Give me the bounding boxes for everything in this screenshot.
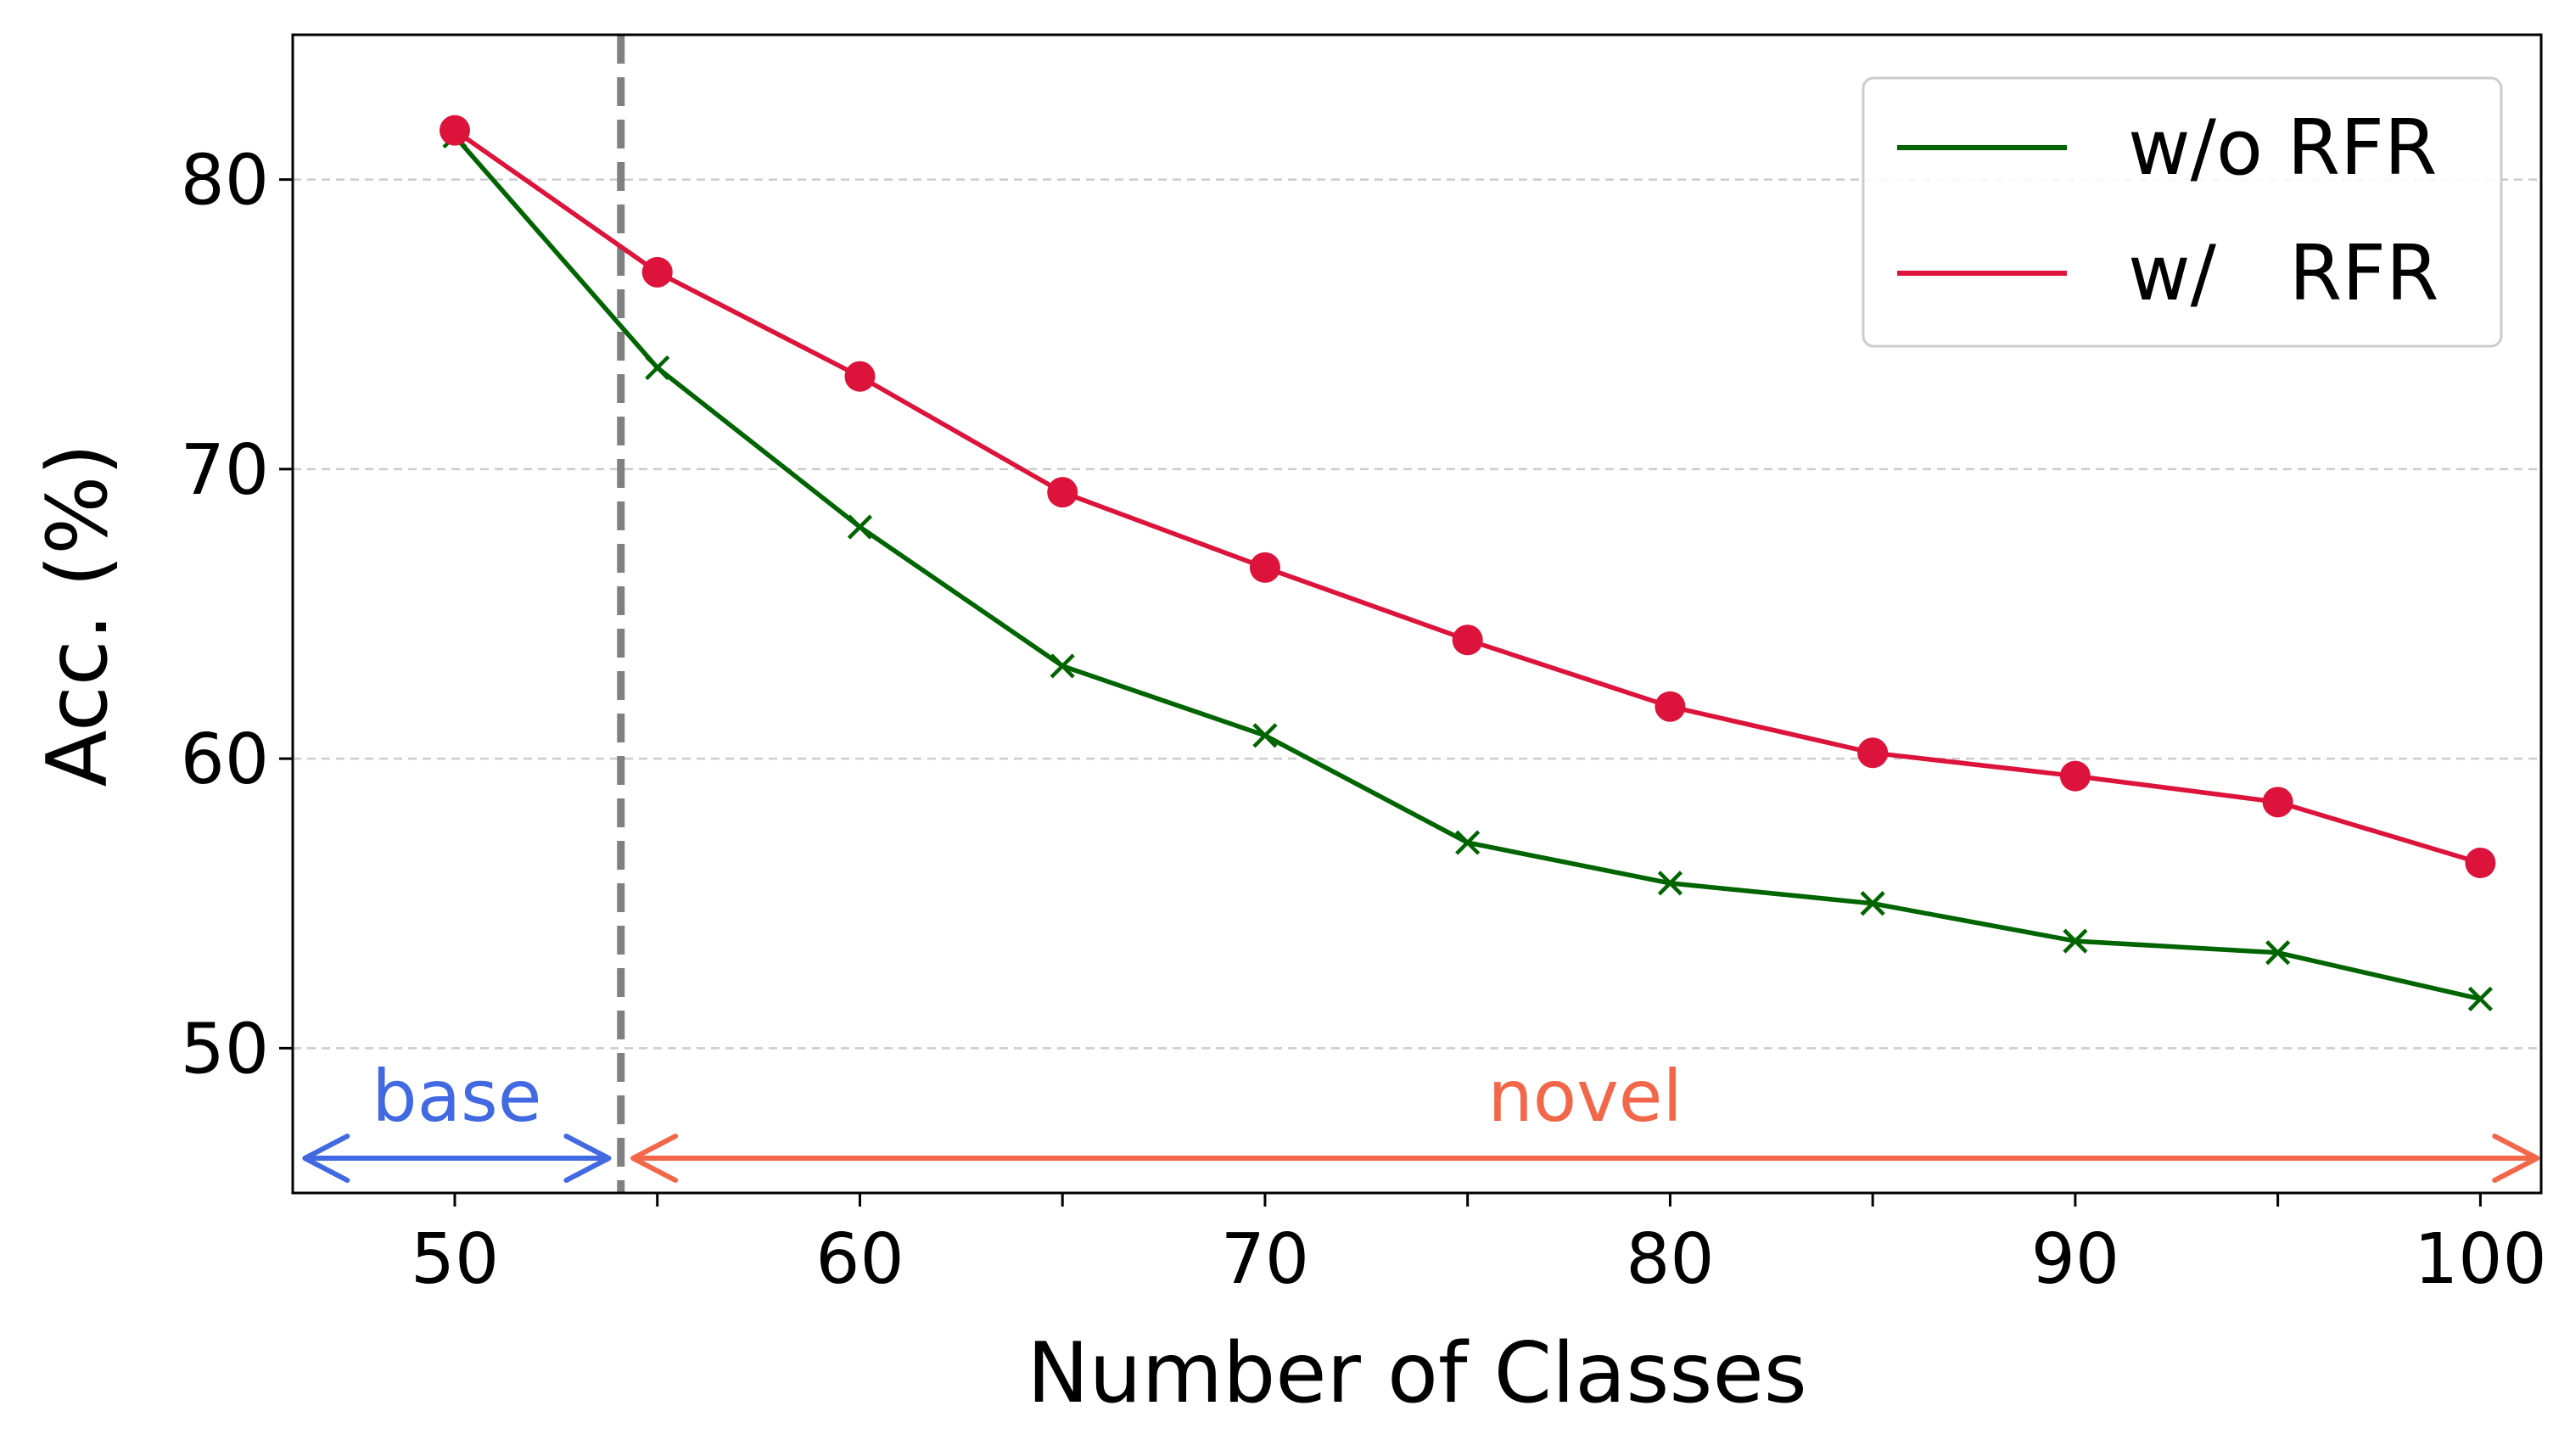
point-s1-70 [1249, 552, 1280, 583]
x-tick-label-50: 50 [411, 1219, 499, 1300]
point-s1-100 [2465, 847, 2496, 878]
point-s1-75 [1452, 624, 1483, 656]
point-s0-55 [645, 355, 670, 381]
series-1 [439, 115, 2496, 878]
axis-ticks: 50 60 70 80 50 60 70 80 90 100 [181, 141, 2547, 1300]
y-axis-label: Acc. (%) [30, 444, 126, 787]
base-arrow-head-left [302, 1134, 350, 1184]
plot-frame [291, 33, 2543, 1195]
y-tick-label-70: 70 [181, 430, 269, 511]
point-s1-95 [2262, 787, 2293, 818]
base-label: base [372, 1055, 541, 1138]
point-s1-50 [439, 115, 470, 146]
point-s0-90 [2063, 928, 2088, 954]
legend: w/o RFR w/ RFR [1862, 76, 2503, 348]
x-tick-label-80: 80 [1626, 1219, 1714, 1300]
x-tick-label-60: 60 [815, 1219, 904, 1300]
point-s1-60 [844, 361, 876, 392]
legend-label-1: w/ RFR [2128, 229, 2439, 318]
novel-arrow-head-left [630, 1134, 679, 1184]
novel-range: novel [630, 1055, 2540, 1184]
point-s0-65 [1050, 653, 1075, 679]
point-s1-65 [1047, 477, 1078, 508]
base-arrow-head-right [563, 1134, 612, 1184]
point-s1-90 [2059, 760, 2091, 792]
point-s0-80 [1657, 871, 1683, 896]
x-tick-label-100: 100 [2414, 1219, 2547, 1300]
y-tick-label-50: 50 [181, 1009, 269, 1089]
point-s0-95 [2265, 940, 2291, 966]
x-axis-label: Number of Classes [1027, 1325, 1807, 1422]
legend-label-0: w/o RFR [2128, 104, 2437, 193]
point-s0-60 [847, 514, 873, 540]
base-range: base [302, 1055, 612, 1184]
point-s1-55 [641, 256, 673, 288]
novel-label: novel [1487, 1055, 1682, 1138]
range-annotations: base novel [302, 1055, 2540, 1184]
x-tick-label-70: 70 [1221, 1219, 1309, 1300]
y-tick-label-60: 60 [181, 720, 269, 800]
point-s0-70 [1252, 723, 1278, 748]
x-tick-label-90: 90 [2031, 1219, 2119, 1300]
point-s0-85 [1860, 891, 1885, 916]
point-s0-75 [1455, 830, 1481, 855]
series-lines [439, 115, 2496, 1011]
novel-arrow-head-right [2492, 1134, 2540, 1184]
point-s0-100 [2467, 986, 2493, 1011]
point-s1-85 [1857, 737, 1889, 769]
y-tick-label-80: 80 [181, 141, 269, 221]
point-s1-80 [1655, 691, 1686, 722]
